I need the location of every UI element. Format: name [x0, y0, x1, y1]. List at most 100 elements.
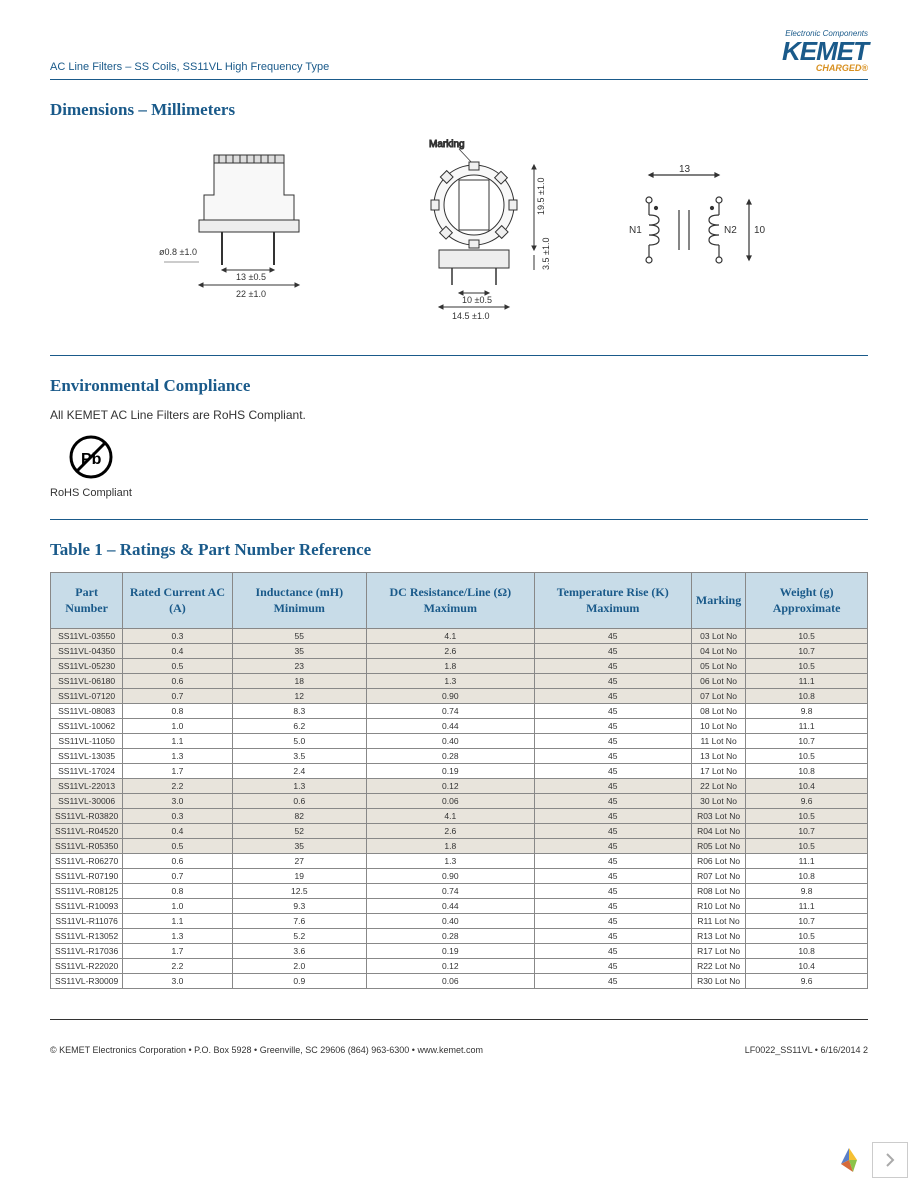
table-cell: 45	[534, 914, 691, 929]
table-cell: SS11VL-R17036	[51, 944, 123, 959]
dim-3: 3.5 ±1.0	[541, 238, 551, 270]
table-cell: 0.6	[232, 794, 366, 809]
table-cell: R30 Lot No	[691, 974, 745, 989]
table-cell: R10 Lot No	[691, 899, 745, 914]
table-cell: 0.28	[366, 929, 534, 944]
table-cell: 45	[534, 974, 691, 989]
table-cell: SS11VL-R30009	[51, 974, 123, 989]
table-cell: 0.19	[366, 944, 534, 959]
table-cell: 45	[534, 899, 691, 914]
table-row: SS11VL-110501.15.00.404511 Lot No10.7	[51, 734, 868, 749]
ratings-table: Part Number Rated Current AC (A) Inducta…	[50, 572, 868, 989]
table-cell: SS11VL-22013	[51, 779, 123, 794]
table-cell: 3.5	[232, 749, 366, 764]
table-cell: 10 Lot No	[691, 719, 745, 734]
table-cell: 10.5	[746, 809, 868, 824]
table-cell: R13 Lot No	[691, 929, 745, 944]
diagram-top-view: Marking	[374, 135, 574, 335]
table-cell: 10.5	[746, 839, 868, 854]
table-cell: 0.5	[123, 659, 232, 674]
table-cell: 0.44	[366, 899, 534, 914]
table-cell: 0.44	[366, 719, 534, 734]
table-cell: 3.6	[232, 944, 366, 959]
env-text: All KEMET AC Line Filters are RoHS Compl…	[50, 408, 868, 422]
table-cell: 12.5	[232, 884, 366, 899]
table-cell: 9.8	[746, 704, 868, 719]
table-cell: 10.5	[746, 929, 868, 944]
table-cell: 45	[534, 959, 691, 974]
table-cell: 22 Lot No	[691, 779, 745, 794]
table-cell: 0.19	[366, 764, 534, 779]
table-cell: R04 Lot No	[691, 824, 745, 839]
table-cell: R08 Lot No	[691, 884, 745, 899]
table-cell: SS11VL-10062	[51, 719, 123, 734]
section-divider-2	[50, 519, 868, 520]
table-cell: 10.7	[746, 734, 868, 749]
table-cell: 0.4	[123, 824, 232, 839]
table-cell: 0.40	[366, 734, 534, 749]
col-rated-current: Rated Current AC (A)	[123, 573, 232, 629]
table-cell: 45	[534, 824, 691, 839]
table-cell: 35	[232, 644, 366, 659]
table-cell: SS11VL-R05350	[51, 839, 123, 854]
table-cell: 45	[534, 929, 691, 944]
diagram-side-view: ø0.8 ±1.0 13 ±0.5 22 ±1.0	[144, 135, 344, 335]
dim-10: 10 ±0.5	[462, 295, 492, 305]
table-cell: 1.7	[123, 764, 232, 779]
table-cell: 1.3	[366, 674, 534, 689]
table-cell: 06 Lot No	[691, 674, 745, 689]
table-cell: 0.74	[366, 884, 534, 899]
table-cell: 45	[534, 719, 691, 734]
table-cell: 0.28	[366, 749, 534, 764]
header-divider	[50, 79, 868, 80]
table-row: SS11VL-071200.7120.904507 Lot No10.8	[51, 689, 868, 704]
table-cell: 18	[232, 674, 366, 689]
dim-22: 22 ±1.0	[236, 289, 266, 299]
table-row: SS11VL-R100931.09.30.4445R10 Lot No11.1	[51, 899, 868, 914]
dim-14: 14.5 ±1.0	[452, 311, 489, 321]
rohs-badge: Pb RoHS Compliant	[50, 432, 132, 499]
table-cell: 45	[534, 734, 691, 749]
dim-19: 19.5 ±1.0	[536, 178, 546, 215]
nav-logo-icon[interactable]	[831, 1142, 867, 1178]
col-temp-rise: Temperature Rise (K) Maximum	[534, 573, 691, 629]
table-cell: 45	[534, 629, 691, 644]
table-cell: 10.5	[746, 749, 868, 764]
table-cell: 0.40	[366, 914, 534, 929]
table-cell: 07 Lot No	[691, 689, 745, 704]
table-cell: 2.4	[232, 764, 366, 779]
table-cell: 11 Lot No	[691, 734, 745, 749]
table-cell: 0.3	[123, 809, 232, 824]
table-row: SS11VL-080830.88.30.744508 Lot No9.8	[51, 704, 868, 719]
table-cell: 3.0	[123, 974, 232, 989]
header-title: AC Line Filters – SS Coils, SS11VL High …	[50, 61, 329, 73]
table-cell: 0.06	[366, 794, 534, 809]
table-cell: SS11VL-05230	[51, 659, 123, 674]
nav-next-button[interactable]	[872, 1142, 908, 1178]
table-cell: 9.6	[746, 974, 868, 989]
table-cell: 2.6	[366, 644, 534, 659]
table-cell: 4.1	[366, 629, 534, 644]
footer-left: © KEMET Electronics Corporation • P.O. B…	[50, 1045, 483, 1055]
table-cell: 10.7	[746, 824, 868, 839]
diagram-schematic: 13 N1 N2 10	[604, 135, 774, 335]
table-cell: 23	[232, 659, 366, 674]
table-cell: SS11VL-04350	[51, 644, 123, 659]
col-weight: Weight (g) Approximate	[746, 573, 868, 629]
table-cell: 1.8	[366, 659, 534, 674]
table-cell: 1.1	[123, 734, 232, 749]
dim-sch-10: 10	[754, 225, 766, 236]
table-row: SS11VL-R053500.5351.845R05 Lot No10.5	[51, 839, 868, 854]
table-cell: SS11VL-03550	[51, 629, 123, 644]
table-cell: R11 Lot No	[691, 914, 745, 929]
table-cell: 10.4	[746, 959, 868, 974]
table-cell: 2.2	[123, 959, 232, 974]
table-row: SS11VL-043500.4352.64504 Lot No10.7	[51, 644, 868, 659]
dimensions-heading: Dimensions – Millimeters	[50, 100, 868, 120]
table-cell: SS11VL-R07190	[51, 869, 123, 884]
table-cell: 1.1	[123, 914, 232, 929]
table-cell: 10.7	[746, 644, 868, 659]
logo-text: KEMET	[782, 38, 868, 64]
table-cell: SS11VL-17024	[51, 764, 123, 779]
footer-right: LF0022_SS11VL • 6/16/2014 2	[745, 1045, 868, 1055]
